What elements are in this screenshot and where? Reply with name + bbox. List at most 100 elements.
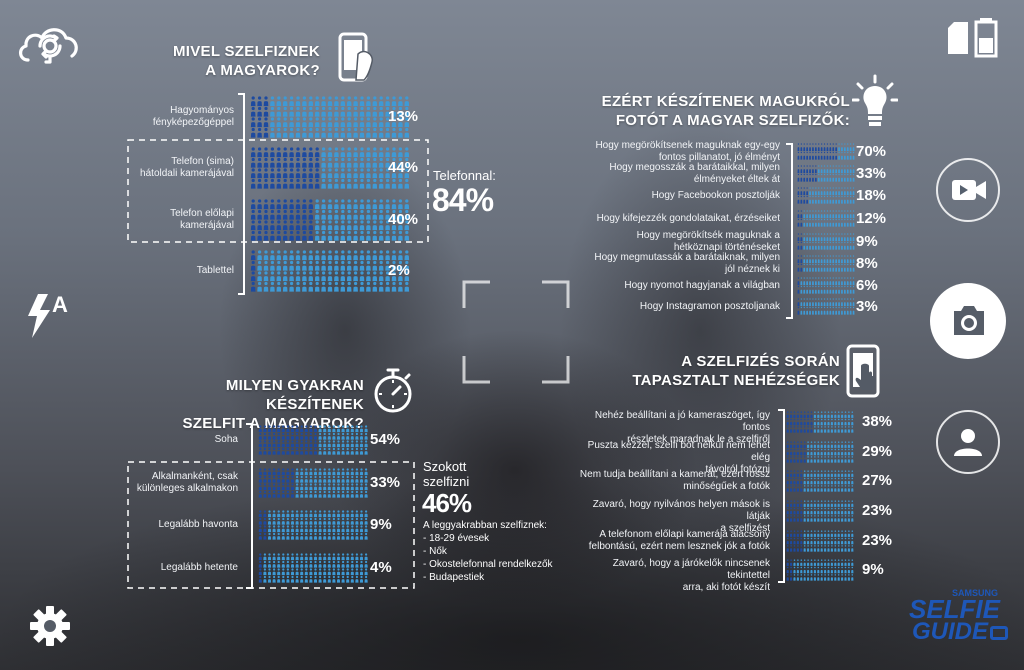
chart-person-empty [837,470,840,477]
chart-person-empty [318,525,322,533]
chart-person-empty [323,490,327,498]
chart-person-empty [830,477,834,485]
chart-person-empty [334,281,339,292]
chart-person-filled [797,173,800,182]
chart-person-empty [378,168,384,179]
chart-person-empty [829,233,832,242]
chart-person-empty [359,271,365,282]
chart-person-empty [327,178,333,189]
chart-person-empty [332,560,336,568]
chart-person-empty [289,127,294,138]
chart-person-empty [834,477,837,485]
chart-person-empty [276,271,282,282]
chart-person-empty [302,271,307,282]
chart-person-empty [300,517,304,525]
chart-person-empty [350,475,354,483]
flash-auto-icon[interactable] [24,292,74,342]
chart-category-label-line: fontos pillanatot, jó élményt [658,151,780,163]
chart-person-empty [800,574,803,581]
chart-person-empty [849,255,852,264]
chart-person-empty [304,525,308,533]
settings-gear-icon[interactable] [28,604,72,648]
chart-person-empty [827,456,830,463]
chart-person-empty [282,106,288,117]
chart-person-empty [272,575,276,583]
chart-person-empty [346,96,352,107]
chart-person-empty [372,168,378,179]
chart-person-empty [359,560,364,568]
device-title: MIVEL SZELFIZNEK A MAGYAROK? [150,42,320,80]
camera-switch-icon[interactable] [16,22,82,66]
chart-person-empty [803,241,806,250]
chart-person-empty [843,277,846,286]
chart-person-filled [257,209,262,220]
reasons-title-line2: FOTÓT A MAGYAR SZELFIZŐK: [615,112,850,129]
chart-person-empty [832,241,835,250]
chart-person-empty [327,127,333,138]
chart-person-filled [796,470,800,477]
chart-person-empty [270,127,275,138]
chart-person-empty [355,510,359,518]
chart-person-empty [806,537,810,545]
chart-person-filled [289,199,294,210]
profile-button[interactable] [936,410,1000,474]
chart-person-empty [295,117,301,128]
chart-category-label-line: Hogy kifejezzék gondolataikat, érzéseike… [596,212,780,224]
chart-person-filled [786,456,789,463]
chart-person-filled [796,418,800,426]
chart-person-empty [404,168,410,179]
chart-person-empty [372,199,378,210]
chart-person-empty [272,560,276,568]
chart-person-empty [282,117,288,128]
chart-person-empty [323,468,327,476]
chart-person-empty [355,440,359,448]
chart-person-empty [302,96,307,107]
chart-person-empty [318,425,322,433]
chart-person-filled [258,568,262,576]
frequency-dashed-box [127,461,415,589]
chart-person-empty [803,574,806,581]
chart-person-empty [313,483,318,491]
chart-person-filled [277,440,281,448]
chart-person-empty [272,568,276,576]
chart-person-filled [793,441,796,448]
frequency-total-line2: szelfizni [423,474,470,489]
chart-person-empty [398,157,403,168]
chart-person-empty [276,117,282,128]
chart-person-empty [840,418,844,426]
chart-person-empty [838,233,840,242]
chart-person-empty [366,117,371,128]
chart-person-filled [789,418,793,426]
chart-person-empty [290,575,295,583]
chart-person-empty [851,574,854,581]
chart-person-empty [341,525,345,533]
chart-person-empty [800,298,803,307]
chart-value-label: 70% [856,142,887,160]
chart-person-empty [300,575,304,583]
chart-person-filled [789,574,793,581]
chart-person-empty [812,187,814,196]
chart-person-empty [834,530,837,537]
chart-person-empty [336,468,341,476]
chart-person-empty [852,241,855,250]
chart-person-filled [282,157,288,168]
chart-person-empty [844,426,847,433]
chart-person-empty [385,178,390,189]
chart-category-label: Telefon (sima) hátoldali kamerájával [74,156,234,180]
chart-person-empty [366,230,371,241]
chart-person-empty [829,165,832,174]
chart-category-label: Zavaró, hogy nyilvános helyen mások is l… [570,499,770,535]
chart-person-filled [289,168,294,179]
chart-person-empty [834,485,837,492]
chart-person-empty [810,448,813,456]
chart-person-filled [803,195,806,204]
chart-person-empty [276,250,282,261]
chart-person-filled [272,483,276,491]
chart-person-empty [813,411,817,418]
shutter-button[interactable] [930,283,1006,359]
chart-person-empty [290,560,295,568]
video-mode-button[interactable] [936,158,1000,222]
chart-person-empty [832,277,835,286]
chart-person-filled [786,448,789,456]
chart-person-empty [350,575,354,583]
